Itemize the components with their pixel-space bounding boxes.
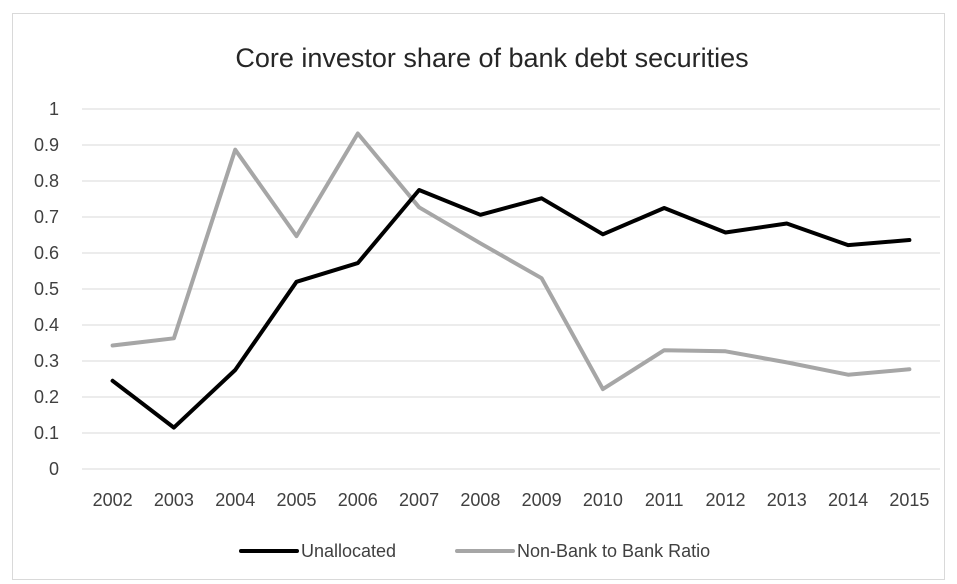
y-tick-label: 0.6 xyxy=(34,243,59,263)
y-tick-label: 0.2 xyxy=(34,387,59,407)
y-tick-label: 0.9 xyxy=(34,135,59,155)
x-tick-label: 2008 xyxy=(460,490,500,510)
y-axis-ticks: 0 0.1 0.2 0.3 0.4 0.5 0.6 0.7 0.8 0.9 1 xyxy=(34,99,59,479)
x-tick-label: 2002 xyxy=(93,490,133,510)
chart-title: Core investor share of bank debt securit… xyxy=(235,43,748,73)
x-tick-label: 2007 xyxy=(399,490,439,510)
y-tick-label: 0 xyxy=(49,459,59,479)
gridlines xyxy=(82,108,940,470)
legend: Unallocated Non-Bank to Bank Ratio xyxy=(239,541,710,561)
y-tick-label: 0.8 xyxy=(34,171,59,191)
x-tick-label: 2010 xyxy=(583,490,623,510)
x-tick-label: 2012 xyxy=(705,490,745,510)
y-tick-label: 0.3 xyxy=(34,351,59,371)
series-line-0 xyxy=(110,188,912,430)
y-tick-label: 1 xyxy=(49,99,59,119)
x-tick-label: 2004 xyxy=(215,490,255,510)
x-tick-label: 2013 xyxy=(767,490,807,510)
legend-label: Non-Bank to Bank Ratio xyxy=(517,541,710,561)
x-tick-label: 2005 xyxy=(276,490,316,510)
series-lines xyxy=(110,131,912,430)
x-tick-label: 2015 xyxy=(889,490,929,510)
y-tick-label: 0.4 xyxy=(34,315,59,335)
y-tick-label: 0.7 xyxy=(34,207,59,227)
legend-label: Unallocated xyxy=(301,541,396,561)
x-tick-label: 2011 xyxy=(645,490,684,510)
series-line-1 xyxy=(110,131,912,392)
x-tick-label: 2006 xyxy=(338,490,378,510)
chart-frame xyxy=(12,13,945,580)
x-tick-label: 2009 xyxy=(522,490,562,510)
y-tick-label: 0.1 xyxy=(34,423,59,443)
x-tick-label: 2003 xyxy=(154,490,194,510)
x-tick-label: 2014 xyxy=(828,490,868,510)
y-tick-label: 0.5 xyxy=(34,279,59,299)
x-axis-ticks: 2002 2003 2004 2005 2006 2007 2008 2009 2010 2011… xyxy=(93,490,930,510)
